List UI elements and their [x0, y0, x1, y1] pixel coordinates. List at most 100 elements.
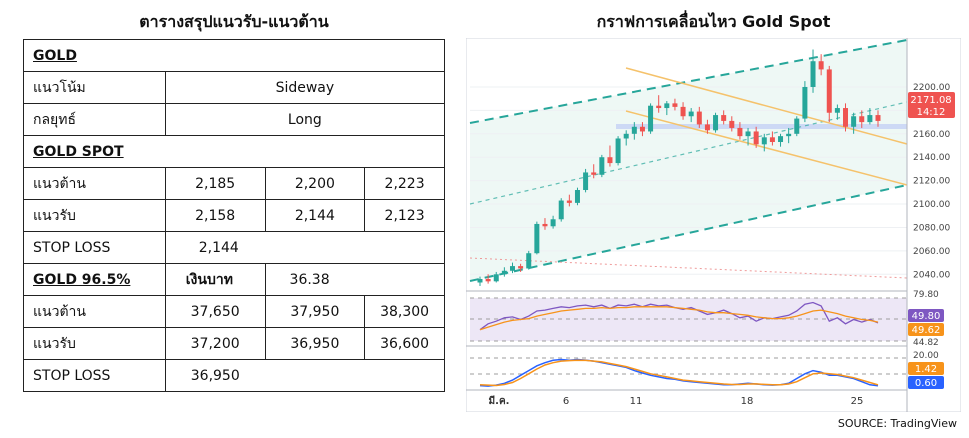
price-badge: [908, 92, 955, 118]
candle-body: [826, 69, 832, 113]
candle-body: [843, 108, 849, 127]
candle-body: [834, 108, 840, 113]
candle-body: [737, 127, 743, 137]
candle-body: [761, 137, 767, 145]
thai-resistance-3: 38,300: [364, 295, 445, 328]
candle-body: [721, 115, 727, 121]
candle-body: [753, 131, 759, 145]
candle-body: [639, 126, 645, 132]
thai-stoploss-label: STOP LOSS: [23, 359, 166, 392]
trend-label: แนวโน้ม: [23, 71, 166, 104]
candle-body: [550, 219, 556, 227]
gold-spot-header: GOLD SPOT: [23, 135, 445, 168]
candle-body: [704, 124, 710, 131]
stochastic-indicator: [479, 358, 879, 387]
rsi-series-line: [479, 306, 879, 331]
trend-value: Sideway: [164, 71, 446, 104]
rsi-badge-2: [908, 323, 944, 336]
stoch-series-line: [479, 358, 879, 387]
candle-body: [851, 116, 857, 127]
thai-resistance-2: 37,950: [264, 295, 366, 328]
rsi-indicator: [479, 301, 879, 331]
table-row: กลยุทธ์ Long: [23, 103, 446, 136]
candle-body: [477, 278, 483, 283]
table-row: GOLD SPOT: [23, 135, 445, 168]
candle-body: [688, 111, 694, 117]
candle-body: [615, 138, 621, 164]
table-row: แนวต้าน 2,185 2,200 2,223: [23, 167, 445, 200]
strategy-value: Long: [164, 103, 446, 136]
stoch-badge-2-label: 0.60: [915, 378, 937, 389]
rsi-tick-upper: 79.80: [913, 290, 939, 300]
rsi-tick-lower: 44.82: [913, 338, 939, 348]
spot-stoploss-value: 2,144: [164, 231, 446, 264]
candle-body: [786, 133, 792, 137]
candle-body: [599, 157, 605, 175]
x-tick-label: 18: [741, 396, 754, 407]
candle-body: [526, 253, 532, 269]
rsi-badge-1: [908, 309, 944, 322]
spot-support-1: 2,158: [164, 199, 266, 232]
strategy-label: กลยุทธ์: [23, 103, 166, 136]
channel-mid-line: [469, 101, 908, 205]
falling-lower-line: [625, 110, 908, 186]
candle-body: [713, 115, 719, 131]
table-row: แนวรับ 2,158 2,144 2,123: [23, 199, 445, 232]
candle-body: [631, 126, 637, 134]
table-row: STOP LOSS 36,950: [23, 359, 446, 392]
thai-stoploss-value: 36,950: [164, 359, 446, 392]
support-zone: [616, 124, 907, 129]
table-row: แนวโน้ม Sideway: [23, 71, 446, 104]
candle-body: [648, 105, 654, 132]
candle-body: [875, 115, 881, 121]
spot-support-2: 2,144: [264, 199, 366, 232]
gold-thai-header: GOLD 96.5%: [23, 263, 166, 296]
y-tick-label: 2060.00: [913, 247, 950, 257]
support-resistance-table: GOLD แนวโน้ม Sideway กลยุทธ์ Long GOLD S…: [23, 39, 446, 392]
spot-resistance-1: 2,185: [164, 167, 266, 200]
rsi-badge-2-label: 49.62: [912, 325, 941, 336]
thai-baht-value: 36.38: [264, 263, 446, 296]
candle-body: [558, 200, 564, 220]
candle-body: [778, 136, 784, 142]
channel-fill: [470, 40, 907, 281]
x-tick-label: 25: [851, 396, 864, 407]
stoch-badge-1-label: 1.42: [915, 364, 937, 375]
countdown-label: 14:12: [917, 107, 946, 118]
stoch-series-line: [479, 359, 879, 387]
candle-body: [680, 106, 686, 117]
candle-body: [802, 86, 808, 119]
candle-body: [607, 157, 613, 164]
spot-resistance-2: 2,200: [264, 167, 366, 200]
candle-body: [867, 115, 873, 123]
falling-upper-line: [625, 67, 908, 145]
candle-body: [656, 105, 662, 109]
candle-body: [574, 190, 580, 203]
stoch-badge-1: [908, 362, 944, 375]
candle-body: [769, 137, 775, 142]
candle-body: [818, 61, 824, 70]
y-tick-label: 2140.00: [913, 153, 950, 163]
candle-body: [509, 266, 515, 271]
candle-body: [501, 270, 507, 275]
thai-support-2: 36,950: [264, 327, 366, 360]
candle-body: [493, 274, 499, 282]
chart-title: กราฟการเคลื่อนไหว Gold Spot: [596, 12, 831, 31]
y-tick-label: 2200.00: [913, 83, 950, 93]
price-gridlines: [470, 86, 907, 275]
spot-resistance-label: แนวต้าน: [23, 167, 166, 200]
spot-stoploss-label: STOP LOSS: [23, 231, 166, 264]
candle-body: [745, 131, 751, 137]
candle-body: [672, 103, 678, 107]
thai-resistance-label: แนวต้าน: [23, 295, 166, 328]
candles: [477, 49, 881, 286]
candle-body: [518, 266, 524, 269]
table-row: แนวรับ 37,200 36,950 36,600: [23, 327, 445, 360]
candle-body: [794, 118, 800, 134]
thai-support-1: 37,200: [164, 327, 266, 360]
table-row: แนวต้าน 37,650 37,950 38,300: [23, 295, 445, 328]
candle-body: [534, 223, 540, 254]
candle-body: [485, 278, 491, 282]
gold-header: GOLD: [23, 39, 445, 72]
spot-resistance-3: 2,223: [364, 167, 445, 200]
